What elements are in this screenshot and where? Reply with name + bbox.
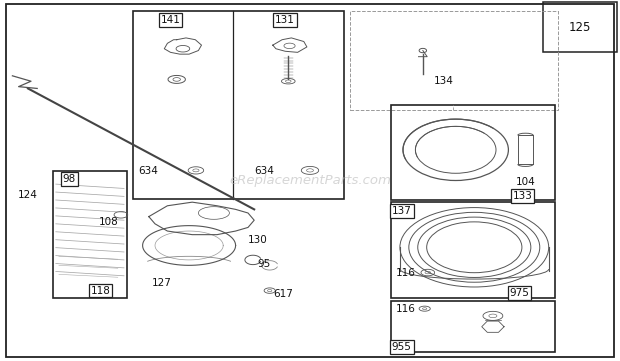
Text: 634: 634	[254, 166, 274, 177]
Text: 104: 104	[516, 177, 536, 187]
Text: eReplacementParts.com: eReplacementParts.com	[229, 174, 391, 187]
Text: 108: 108	[99, 217, 119, 227]
Text: 634: 634	[138, 166, 158, 177]
Text: 134: 134	[434, 76, 454, 86]
Text: 137: 137	[392, 206, 412, 216]
Text: 116: 116	[396, 304, 415, 314]
Text: 130: 130	[248, 235, 268, 245]
Text: 975: 975	[510, 288, 529, 298]
Text: 131: 131	[275, 15, 295, 25]
Text: 124: 124	[17, 190, 37, 200]
Text: 955: 955	[392, 342, 412, 352]
Text: 141: 141	[161, 15, 180, 25]
Text: 116: 116	[396, 268, 415, 278]
Text: 133: 133	[513, 191, 533, 201]
Text: 125: 125	[569, 21, 591, 34]
Text: 98: 98	[63, 174, 76, 184]
Text: 118: 118	[91, 286, 110, 296]
Text: 127: 127	[152, 278, 172, 288]
Text: 617: 617	[273, 289, 293, 299]
Text: 95: 95	[257, 258, 270, 269]
